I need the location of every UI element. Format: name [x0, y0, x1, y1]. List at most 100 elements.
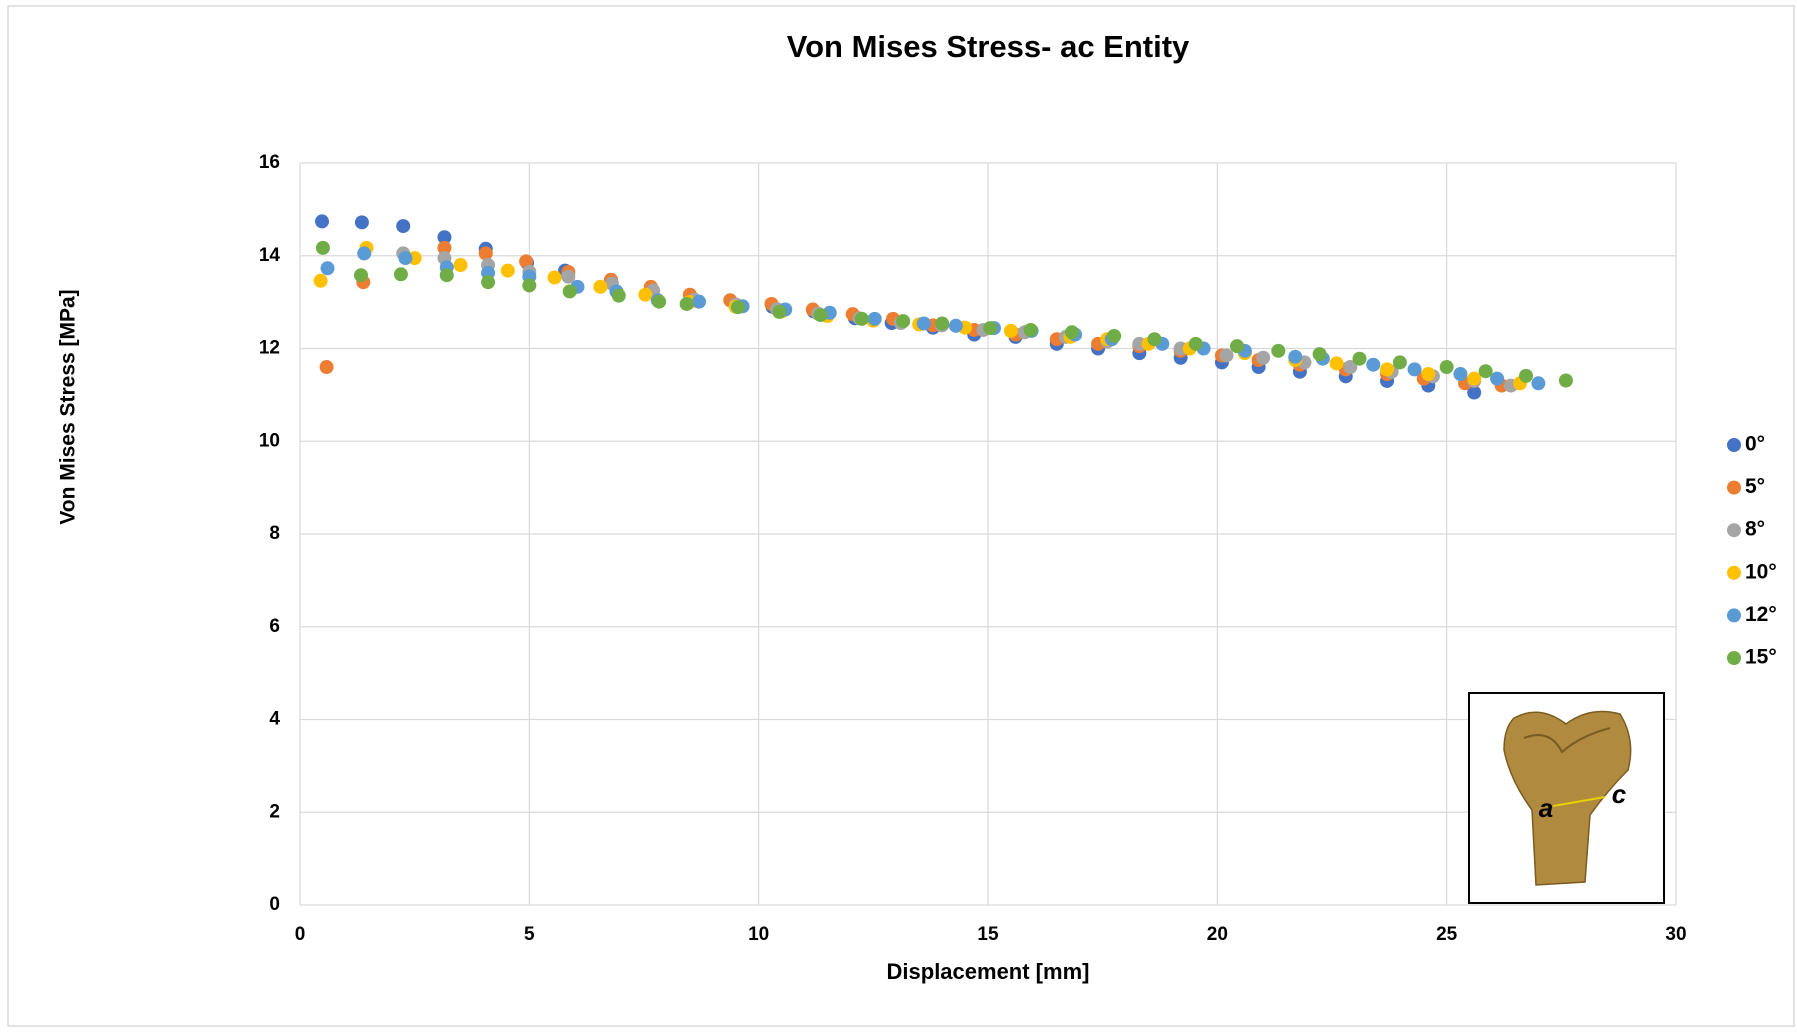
grid: 0 2 4 6 8 10 12 14 16 0 5 10 15 20 25 30	[259, 152, 1687, 945]
annotation: c	[1612, 779, 1627, 809]
point	[1188, 336, 1203, 351]
point	[593, 279, 608, 294]
point	[396, 219, 411, 234]
legend-marker	[1727, 480, 1741, 495]
point	[948, 318, 963, 333]
point	[313, 273, 328, 288]
point	[561, 269, 576, 284]
legend-label: 5°	[1745, 475, 1765, 498]
legend-label: 12°	[1745, 603, 1777, 626]
point	[1352, 351, 1367, 366]
legend-marker	[1727, 523, 1741, 538]
point	[1439, 360, 1454, 375]
point	[1230, 339, 1245, 354]
point	[638, 287, 653, 302]
point	[547, 270, 562, 285]
point	[692, 294, 707, 309]
point	[354, 268, 369, 283]
point	[437, 230, 452, 245]
point	[1392, 355, 1407, 370]
x-tick-label: 0	[295, 924, 306, 945]
x-tick-label: 25	[1436, 924, 1458, 945]
x-tick-label: 5	[524, 924, 535, 945]
point	[1366, 357, 1381, 372]
point	[1519, 368, 1534, 383]
point	[1478, 364, 1493, 379]
x-tick-label: 30	[1665, 924, 1686, 945]
point	[1312, 347, 1327, 362]
point	[679, 296, 694, 311]
point	[1107, 328, 1122, 343]
point	[772, 304, 787, 319]
point	[916, 316, 931, 331]
point	[478, 246, 493, 261]
point	[935, 316, 950, 331]
point	[854, 311, 869, 326]
point	[1271, 343, 1286, 358]
point	[437, 240, 452, 255]
point	[481, 275, 496, 290]
point	[562, 284, 577, 299]
point	[1256, 350, 1271, 365]
ac-line	[1552, 796, 1606, 807]
y-tick-label: 2	[269, 801, 280, 822]
point	[519, 254, 534, 269]
x-tick-label: 15	[977, 924, 999, 945]
point	[1219, 348, 1234, 363]
point	[1490, 371, 1505, 386]
legend: 0° 5° 8° 10° 12° 15°	[1727, 433, 1777, 669]
point	[439, 268, 454, 283]
x-tick-label: 20	[1207, 924, 1228, 945]
legend-label: 0°	[1745, 433, 1765, 456]
point	[522, 278, 537, 293]
point	[315, 214, 330, 229]
y-axis-title: Von Mises Stress [MPa]	[57, 289, 80, 524]
y-tick-label: 6	[269, 616, 280, 637]
annotation: a	[1539, 793, 1553, 823]
point	[896, 314, 911, 329]
point	[1023, 322, 1038, 337]
y-tick-label: 14	[259, 245, 281, 266]
point	[319, 360, 334, 375]
point	[867, 311, 882, 326]
point	[611, 288, 626, 303]
point	[500, 263, 515, 278]
point	[354, 215, 369, 230]
y-tick-label: 8	[269, 523, 280, 544]
y-tick-label: 10	[259, 430, 280, 451]
legend-marker	[1727, 438, 1741, 452]
y-tick-label: 16	[259, 152, 280, 173]
point	[652, 294, 667, 309]
y-tick-label: 12	[259, 338, 280, 359]
point	[393, 267, 408, 282]
bone-ridge	[1523, 727, 1611, 754]
point	[983, 321, 998, 336]
chart-title: Von Mises Stress- ac Entity	[787, 29, 1190, 64]
legend-label: 15°	[1745, 646, 1777, 669]
point	[1343, 360, 1358, 375]
point	[731, 300, 746, 315]
x-axis-title: Displacement [mm]	[887, 959, 1090, 984]
point	[1453, 367, 1468, 382]
point	[1329, 356, 1344, 371]
y-tick-label: 4	[269, 709, 280, 730]
point	[1558, 373, 1573, 388]
point	[1467, 385, 1482, 400]
point	[453, 258, 468, 273]
point	[1467, 371, 1482, 386]
point	[1064, 325, 1079, 340]
point	[1147, 332, 1162, 347]
point	[1421, 367, 1436, 382]
point	[357, 246, 372, 261]
point	[813, 308, 828, 323]
point	[1003, 323, 1018, 338]
point	[1531, 376, 1546, 391]
legend-marker	[1727, 651, 1741, 665]
legend-marker	[1727, 608, 1741, 623]
x-tick-label: 10	[748, 924, 769, 945]
legend-label: 10°	[1745, 560, 1777, 583]
point	[1380, 362, 1395, 377]
point	[320, 261, 335, 276]
point	[1288, 349, 1303, 364]
